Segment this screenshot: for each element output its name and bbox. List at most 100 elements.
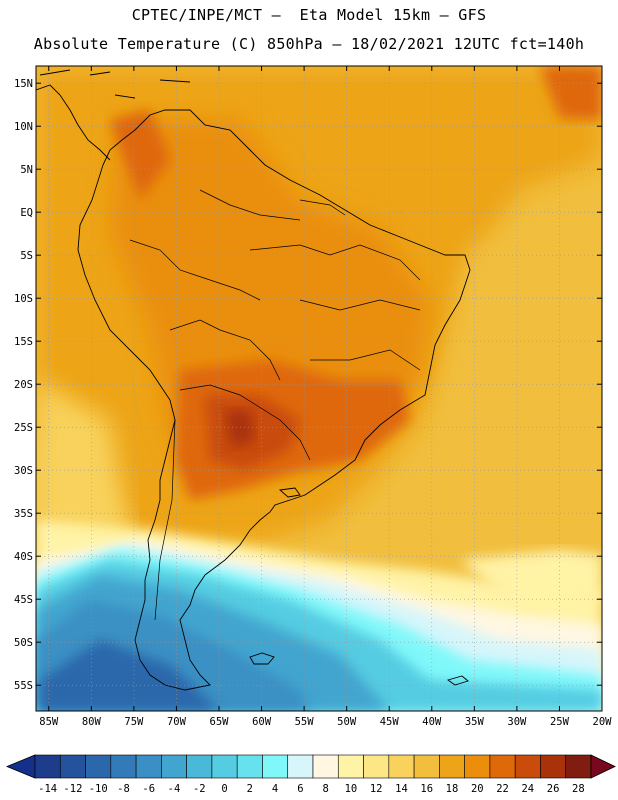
lat-tick-label: 5S [20, 250, 33, 262]
map-frame-border [35, 65, 603, 712]
caribbean-coast [39, 69, 191, 99]
field-atlantic-16 [440, 230, 602, 560]
colorbar-under-arrow [5, 754, 36, 779]
field-neg8 [40, 640, 220, 711]
lat-tick-label: 45S [14, 594, 33, 606]
lat-tick-label: EQ [20, 207, 33, 219]
south-georgia [446, 675, 469, 686]
colorbar-label: -8 [117, 783, 130, 795]
border-chile-argentina [154, 419, 176, 621]
colorbar-swatch [236, 754, 263, 779]
colorbar-label: 26 [547, 783, 560, 795]
map-title-line-1: CPTEC/INPE/MCT – Eta Model 15km – GFS [131, 6, 487, 24]
colorbar-label: 10 [345, 783, 358, 795]
temperature-field [36, 66, 602, 711]
colorbar-label: 2 [247, 783, 253, 795]
border-bolivia [169, 319, 281, 381]
falklands [249, 652, 275, 665]
colorbar-label: 0 [221, 783, 227, 795]
map-title-line-2: Absolute Temperature (C) 850hPa – 18/02/… [33, 35, 585, 53]
colorbar-label: -6 [142, 783, 155, 795]
lat-tick-label: 10N [14, 121, 33, 133]
colorbar-swatch [540, 754, 567, 779]
central-america-coast [36, 84, 111, 161]
colorbar-label: 12 [370, 783, 383, 795]
field-east-yellow [460, 550, 602, 610]
colorbar-swatch [110, 754, 137, 779]
colorbar-label: -10 [89, 783, 108, 795]
lat-tick-label: 40S [14, 551, 33, 563]
colorbar-labels: -14 -12 -10 -8 -6 -4 -2 0 2 4 6 8 10 12 14 16 18 20 22 24 26… [38, 783, 585, 795]
border-paraguay-argentina [179, 384, 311, 461]
border-colombia-venezuela [199, 189, 301, 221]
lat-tick-label: 50S [14, 637, 33, 649]
colorbar-label: 8 [322, 783, 328, 795]
border-guianas [299, 199, 346, 216]
colorbar-label: 4 [272, 783, 278, 795]
border-brazil-states-c [299, 299, 421, 311]
colorbar-label: 22 [496, 783, 509, 795]
border-brazil-states-s [310, 349, 421, 371]
lat-tick-label: 15S [14, 336, 33, 348]
lat-tick-label: 20S [14, 379, 33, 391]
lat-tick-label: 25S [14, 422, 33, 434]
temperature-colorbar [5, 754, 616, 779]
colorbar-swatch [186, 754, 213, 779]
colorbar-swatch [135, 754, 162, 779]
colorbar-swatch [388, 754, 415, 779]
field-hot-26 [225, 410, 255, 448]
lon-tick-label: 25W [550, 716, 570, 728]
uruguay-estuary [278, 487, 301, 498]
coastlines [36, 69, 471, 691]
colorbar-swatch [464, 754, 491, 779]
field-north-hot [110, 110, 170, 200]
lon-tick-label: 80W [82, 716, 102, 728]
south-america-coast [77, 109, 471, 691]
lon-tick-label: 75W [124, 716, 144, 728]
colorbar-label: 14 [395, 783, 408, 795]
colorbar-swatch [565, 754, 592, 779]
colorbar-over-arrow [590, 754, 616, 779]
field-pacific-14 [36, 380, 130, 560]
colorbar-label: 20 [471, 783, 484, 795]
lon-tick-label: 70W [167, 716, 187, 728]
colorbar-swatch [489, 754, 516, 779]
colorbar-swatch [337, 754, 364, 779]
longitude-axis: 85W 80W 75W 70W 65W 60W 55W 50W 45W 40W 35W 30W 25W 2… [39, 66, 612, 728]
lat-tick-label: 5N [20, 164, 33, 176]
border-brazil-states-n [249, 244, 421, 281]
colorbar-swatch [439, 754, 465, 779]
lat-tick-label: 35S [14, 508, 33, 520]
colorbar-swatch [514, 754, 541, 779]
colorbar-swatch [413, 754, 440, 779]
lon-tick-label: 65W [210, 716, 230, 728]
lon-tick-label: 40W [422, 716, 442, 728]
lon-tick-label: 20W [593, 716, 613, 728]
latitude-axis: 15N 10N 5N EQ 5S 10S 15S 20S 25S 30S 35S 40S 45S 50S 5… [14, 78, 602, 692]
lon-tick-label: 60W [252, 716, 272, 728]
field-ne-hot [540, 66, 602, 120]
lat-tick-label: 55S [14, 680, 33, 692]
colorbar-swatch [262, 754, 289, 779]
colorbar-label: 6 [297, 783, 303, 795]
lat-tick-label: 10S [14, 293, 33, 305]
colorbar-label: 16 [420, 783, 433, 795]
colorbar-swatch [34, 754, 61, 779]
colorbar-swatch [287, 754, 314, 779]
colorbar-swatch [312, 754, 339, 779]
lon-tick-label: 30W [507, 716, 527, 728]
country-borders [129, 189, 421, 621]
colorbar-swatch [161, 754, 187, 779]
colorbar-label: 28 [572, 783, 585, 795]
colorbar-label: 18 [446, 783, 459, 795]
lon-tick-label: 45W [380, 716, 400, 728]
colorbar-label: -12 [63, 783, 82, 795]
lon-tick-label: 50W [337, 716, 357, 728]
lon-tick-label: 85W [39, 716, 59, 728]
lon-tick-label: 35W [465, 716, 485, 728]
colorbar-label: -2 [193, 783, 206, 795]
lat-tick-label: 15N [14, 78, 33, 90]
colorbar-swatch [85, 754, 112, 779]
colorbar-swatch [363, 754, 390, 779]
